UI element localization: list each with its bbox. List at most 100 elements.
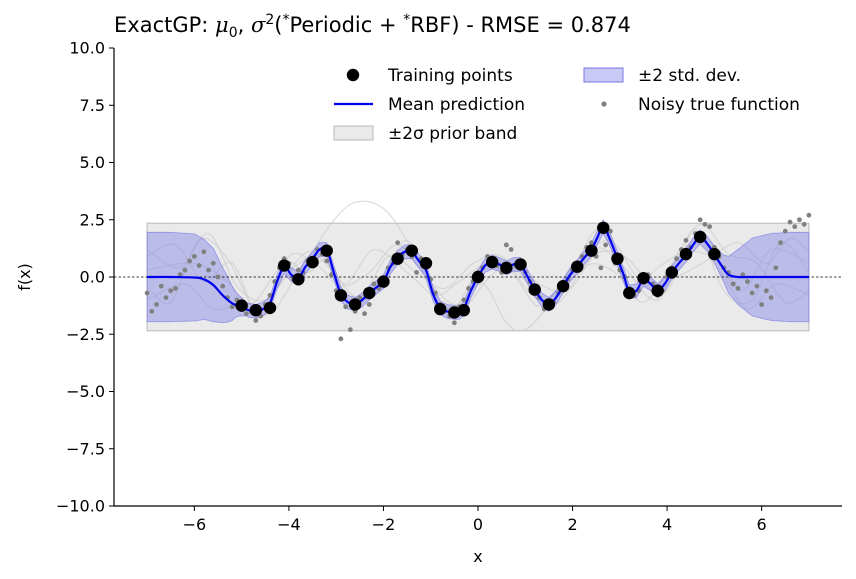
noisy-point (154, 302, 159, 307)
noisy-point (759, 302, 765, 307)
noisy-point (782, 228, 788, 234)
noisy-point (324, 258, 330, 264)
noisy-point (158, 283, 164, 289)
y-tick-label: −7.5 (66, 439, 105, 458)
noisy-point (778, 240, 783, 246)
training-point (292, 273, 305, 286)
title-kernel-2: RBF) - RMSE = 0.874 (410, 13, 631, 37)
training-point (637, 271, 650, 285)
noisy-point (735, 286, 741, 291)
training-points-layer (235, 221, 721, 319)
noisy-point (343, 304, 349, 310)
y-tick-label: 7.5 (80, 96, 105, 115)
noisy-point (801, 221, 807, 227)
noisy-point (149, 308, 155, 314)
legend-training-marker (346, 68, 360, 82)
noisy-point (182, 267, 188, 273)
noisy-point (461, 297, 467, 303)
noisy-point (210, 260, 216, 266)
x-tick-label: 0 (473, 515, 483, 534)
training-point (693, 230, 707, 244)
noisy-point (243, 311, 249, 317)
title-sigma-superscript: 2 (265, 12, 275, 28)
noisy-point (730, 281, 736, 287)
y-tick-label: 0.0 (80, 268, 105, 287)
title-kernel-open: ( (274, 13, 283, 37)
noisy-point (806, 212, 812, 218)
training-point (585, 244, 598, 257)
title-prefix: ExactGP: (114, 13, 216, 37)
y-tick-label: 5.0 (80, 153, 105, 172)
training-point (542, 298, 556, 311)
noisy-point (215, 274, 221, 280)
legend: Training points Mean prediction ±2σ prior … (333, 66, 800, 144)
noisy-point (295, 267, 301, 273)
training-point (651, 284, 664, 297)
training-point (363, 286, 376, 300)
training-point (514, 258, 527, 271)
training-point (623, 286, 636, 300)
training-point (277, 259, 291, 272)
training-point (708, 247, 721, 261)
y-tick-label: 10.0 (69, 39, 105, 58)
noisy-point (173, 286, 178, 291)
noisy-point (749, 290, 755, 296)
noisy-point (768, 295, 774, 301)
noisy-point (206, 267, 211, 273)
noisy-point (196, 263, 202, 268)
training-point (471, 270, 485, 284)
training-point (457, 304, 471, 317)
legend-band-label: ±2 std. dev. (638, 66, 741, 86)
noisy-point (201, 249, 207, 255)
y-tick-label: 2.5 (80, 210, 105, 229)
noisy-point (508, 247, 514, 252)
noisy-point (702, 221, 708, 227)
x-axis-label: x (473, 547, 482, 566)
training-point (348, 298, 362, 311)
noisy-point (466, 286, 471, 291)
noisy-point (371, 281, 377, 287)
noisy-point (745, 279, 750, 284)
title-mu-symbol: μ (215, 13, 229, 37)
axes-layer: −6 −4 −2 0 2 4 6 10.0 7.5 5.0 2.5 0.0 −2.5 −5.0 −7.5 −1… (15, 39, 842, 566)
noisy-point (792, 224, 798, 230)
noisy-point (707, 224, 713, 230)
training-point (611, 252, 624, 265)
x-tick-label: −4 (277, 515, 301, 534)
noisy-point (187, 258, 193, 264)
legend-prior-marker (333, 125, 374, 141)
noisy-point (773, 265, 779, 271)
noisy-point (740, 272, 746, 278)
noisy-point (589, 240, 594, 246)
training-point (377, 275, 390, 288)
noisy-point (357, 295, 363, 301)
training-point (320, 244, 333, 257)
noisy-point (144, 290, 150, 296)
legend-noisy-label: Noisy true function (638, 95, 800, 115)
title-mu-subscript: 0 (228, 25, 238, 42)
noisy-point (229, 304, 235, 310)
chart-title: ExactGP: μ0, σ2(*Periodic + *RBF) - RMSE… (114, 12, 631, 41)
training-point (665, 266, 679, 279)
noisy-point (267, 292, 273, 298)
title-star-1: * (282, 12, 290, 28)
noisy-point (177, 272, 183, 278)
training-point (306, 255, 319, 269)
noisy-point (414, 270, 419, 275)
noisy-point (451, 320, 457, 326)
training-point (571, 260, 584, 273)
title-separator: , (237, 13, 251, 37)
noisy-point (598, 265, 604, 271)
noisy-point (503, 242, 509, 248)
noisy-point (674, 256, 679, 262)
title-sigma-symbol: σ (250, 13, 266, 37)
training-point (556, 279, 570, 293)
training-point (433, 302, 447, 316)
noisy-point (191, 253, 197, 259)
noisy-point (787, 219, 793, 225)
noisy-point (797, 217, 802, 223)
training-point (597, 221, 610, 234)
training-point (679, 247, 693, 261)
training-point (528, 283, 541, 296)
